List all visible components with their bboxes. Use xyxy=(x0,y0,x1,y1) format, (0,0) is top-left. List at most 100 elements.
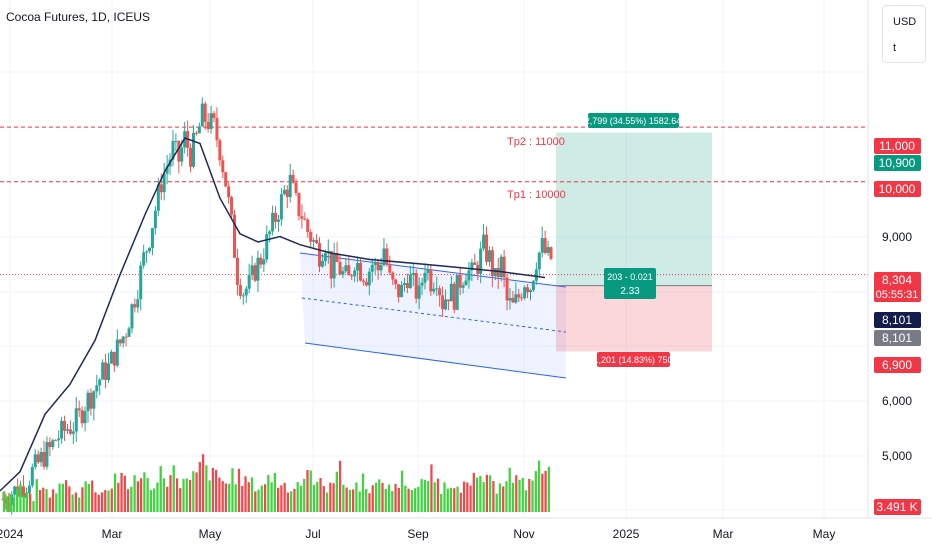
candle-body xyxy=(449,283,453,302)
volume-bar xyxy=(22,495,25,512)
volume-bar xyxy=(531,480,534,512)
volume-bar xyxy=(391,491,394,512)
candle-body xyxy=(7,503,11,506)
volume-bar xyxy=(182,479,185,512)
candle-body xyxy=(291,174,295,183)
volume-bar xyxy=(505,481,508,512)
candle-body xyxy=(288,174,292,198)
volume-bar xyxy=(254,491,257,512)
candle-body xyxy=(250,265,254,276)
volume-bar xyxy=(260,485,263,512)
price-tag-label: 8,101 xyxy=(882,313,912,327)
volume-bar xyxy=(12,497,16,512)
candle-body xyxy=(247,275,251,289)
candle-body xyxy=(315,240,319,244)
volume-bar xyxy=(130,486,133,512)
volume-bar xyxy=(322,486,325,512)
candle-body xyxy=(417,285,421,299)
candle-body xyxy=(235,257,239,285)
volume-bar xyxy=(126,489,130,512)
candle-body xyxy=(259,257,263,265)
x-tick-label: Mar xyxy=(102,527,123,541)
volume-bar xyxy=(443,482,446,512)
volume-bar xyxy=(241,485,244,512)
volume-bar xyxy=(397,487,400,512)
volume-bar xyxy=(48,497,51,512)
candle-body xyxy=(329,250,333,279)
candle-body xyxy=(282,189,286,195)
volume-bar xyxy=(469,485,472,512)
volume-bar xyxy=(482,482,485,512)
volume-bar xyxy=(166,486,169,512)
volume-bar xyxy=(270,482,273,512)
symbol-title[interactable]: Cocoa Futures, 1D, ICEUS xyxy=(6,10,151,24)
volume-bar xyxy=(417,486,420,512)
candle-body xyxy=(323,253,327,262)
volume-bar xyxy=(81,487,84,512)
volume-bar xyxy=(123,475,126,512)
candle-body xyxy=(388,263,392,273)
candle-body xyxy=(531,280,535,291)
volume-bar xyxy=(162,478,166,512)
volume-bar xyxy=(94,492,97,512)
candle-body xyxy=(118,339,122,344)
candle-body xyxy=(109,351,113,364)
candle-body xyxy=(520,297,524,299)
volume-bar xyxy=(237,468,241,512)
candle-body xyxy=(153,210,157,229)
volume-bar xyxy=(185,478,188,512)
candle-body xyxy=(86,392,90,412)
volume-bar xyxy=(420,479,423,512)
candle-body xyxy=(276,219,280,222)
volume-bar xyxy=(100,492,104,512)
volume-bar xyxy=(449,487,453,512)
volume-bar xyxy=(475,477,479,512)
volume-bar xyxy=(368,493,371,512)
volume-bar xyxy=(524,490,528,512)
long-position-tool[interactable] xyxy=(556,132,712,352)
volume-bar xyxy=(55,493,58,512)
volume-bar xyxy=(381,482,384,512)
price-tag xyxy=(874,155,921,171)
y-tick-label: 5,000 xyxy=(882,449,912,463)
x-tick-label: May xyxy=(199,527,222,541)
candle-body xyxy=(359,262,363,281)
volume-bar xyxy=(547,466,550,512)
volume-bar xyxy=(423,479,427,512)
currency-button[interactable]: USD t xyxy=(882,5,926,63)
volume-bar xyxy=(61,483,64,512)
volume-bar xyxy=(32,501,35,512)
candle-body xyxy=(411,272,415,275)
candle-body xyxy=(446,299,450,302)
volume-bar xyxy=(267,474,270,512)
volume-bar xyxy=(42,487,45,512)
volume-bar xyxy=(410,490,413,512)
volume-bar xyxy=(25,492,29,512)
candle-body xyxy=(83,411,87,424)
volume-bar xyxy=(283,482,286,512)
volume-bar xyxy=(250,477,254,512)
volume-bar xyxy=(35,479,38,512)
volume-bar xyxy=(188,479,192,512)
candle-body xyxy=(370,264,374,272)
volume-bar xyxy=(38,490,42,512)
volume-bar xyxy=(394,483,397,512)
volume-bar xyxy=(91,480,94,512)
x-tick-label: Sep xyxy=(407,527,429,541)
volume-bar xyxy=(78,497,81,512)
candle-body xyxy=(104,362,108,380)
channel-mid xyxy=(301,297,567,333)
candle-body xyxy=(48,442,52,448)
currency-code: USD xyxy=(893,16,917,28)
volume-bar xyxy=(133,475,136,512)
candle-body xyxy=(197,126,201,134)
volume-bar xyxy=(534,471,537,512)
price-tag xyxy=(874,138,921,154)
volume-bar xyxy=(228,483,231,512)
candle-body xyxy=(148,247,152,252)
volume-bar xyxy=(136,481,139,512)
volume-bar xyxy=(306,470,309,512)
volume-bar xyxy=(6,496,9,512)
